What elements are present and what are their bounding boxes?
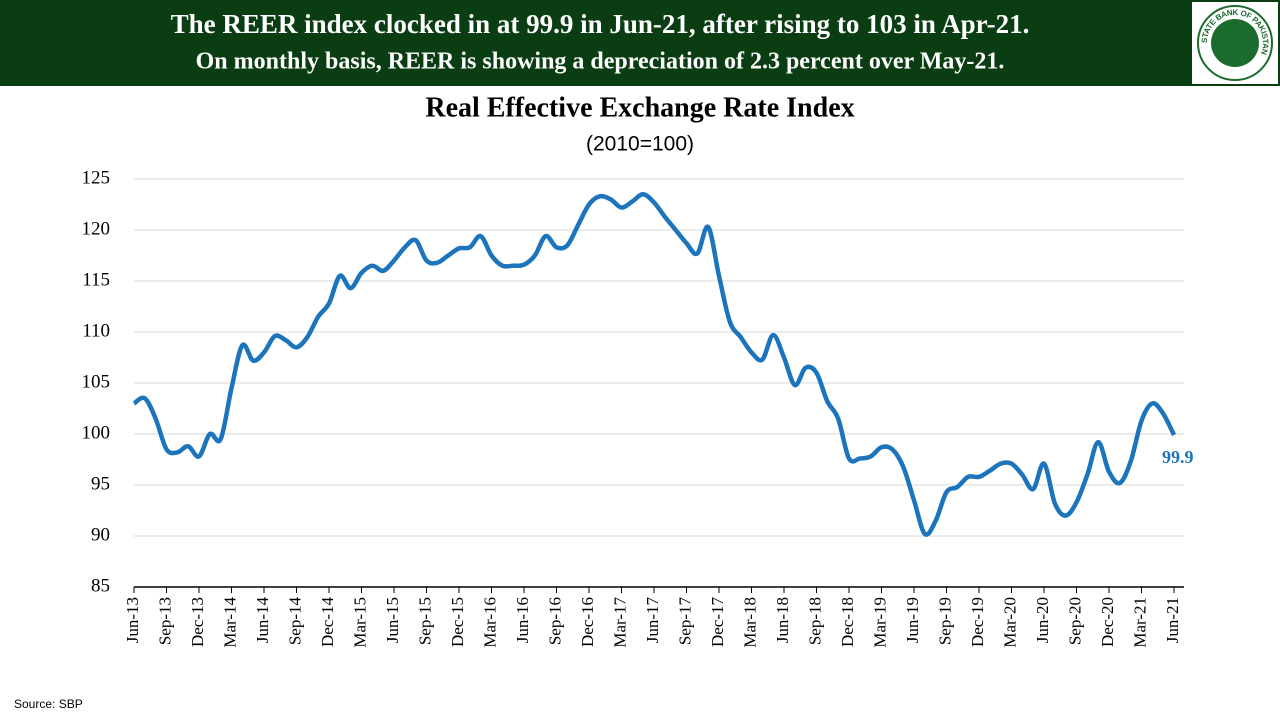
chart-subtitle: (2010=100) — [586, 133, 694, 156]
x-tick-label: Dec-16 — [578, 597, 597, 647]
x-tick-label: Sep-15 — [415, 597, 434, 645]
y-tick-label: 105 — [82, 371, 111, 392]
x-tick-label: Sep-13 — [155, 597, 174, 645]
x-tick-label: Mar-17 — [610, 597, 629, 648]
x-tick-label: Sep-14 — [285, 597, 304, 646]
y-tick-label: 85 — [91, 575, 110, 596]
x-tick-label: Jun-15 — [383, 597, 402, 643]
x-tick-label: Dec-20 — [1098, 597, 1117, 647]
x-tick-label: Jun-20 — [1033, 597, 1052, 643]
x-tick-label: Jun-21 — [1163, 597, 1182, 643]
x-tick-label: Sep-19 — [935, 597, 954, 645]
x-tick-label: Dec-19 — [968, 597, 987, 647]
logo: STATE BANK OF PAKISTAN — [1192, 2, 1278, 84]
y-tick-label: 115 — [82, 269, 110, 290]
x-tick-label: Jun-17 — [643, 597, 662, 644]
x-tick-label: Sep-20 — [1065, 597, 1084, 645]
y-tick-label: 100 — [82, 422, 111, 443]
x-tick-label: Sep-17 — [675, 597, 694, 646]
reer-line — [132, 192, 1177, 537]
x-tick-label: Mar-15 — [350, 597, 369, 648]
y-tick-label: 125 — [82, 167, 111, 188]
x-tick-label: Dec-13 — [188, 597, 207, 647]
source: Source: SBP — [14, 697, 83, 711]
x-tick-label: Jun-13 — [123, 597, 142, 643]
y-tick-label: 95 — [91, 473, 110, 494]
header-band — [0, 0, 1280, 86]
x-tick-label: Dec-15 — [448, 597, 467, 647]
data-label: 99.9 — [1162, 447, 1194, 467]
chart-title: Real Effective Exchange Rate Index — [425, 92, 854, 123]
x-tick-label: Mar-14 — [220, 597, 239, 648]
x-tick-label: Dec-18 — [838, 597, 857, 647]
x-tick-label: Jun-19 — [903, 597, 922, 643]
x-tick-label: Dec-17 — [708, 597, 727, 648]
y-tick-label: 110 — [82, 320, 110, 341]
x-tick-label: Jun-18 — [773, 597, 792, 643]
x-tick-label: Mar-16 — [480, 597, 499, 648]
y-tick-label: 90 — [91, 524, 110, 545]
x-tick-label: Mar-18 — [740, 597, 759, 648]
x-tick-label: Dec-14 — [318, 597, 337, 648]
x-tick-label: Jun-14 — [253, 597, 272, 644]
x-tick-label: Mar-19 — [870, 597, 889, 648]
header-line2: On monthly basis, REER is showing a depr… — [196, 49, 1005, 75]
x-tick-label: Mar-21 — [1130, 597, 1149, 648]
x-tick-label: Sep-16 — [545, 597, 564, 645]
header-line1: The REER index clocked in at 99.9 in Jun… — [171, 9, 1030, 39]
x-tick-label: Sep-18 — [805, 597, 824, 645]
y-tick-label: 120 — [82, 218, 111, 239]
x-tick-label: Mar-20 — [1000, 597, 1019, 648]
logo-ring — [1197, 5, 1273, 81]
logo-emblem — [1211, 19, 1259, 67]
x-tick-label: Jun-16 — [513, 597, 532, 643]
